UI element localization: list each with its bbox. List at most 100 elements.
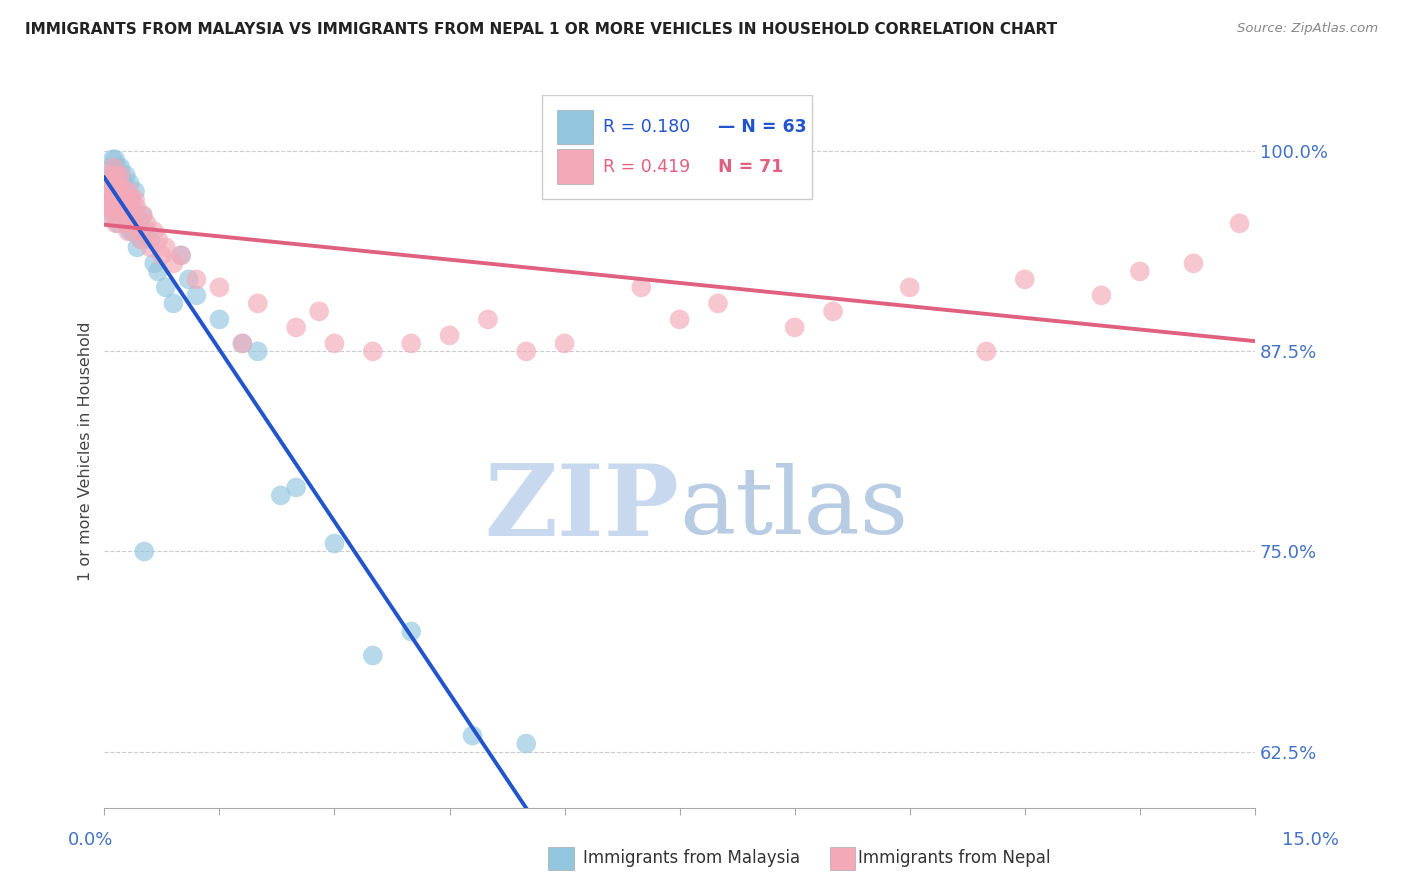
Point [134,544,156,558]
Point [139,240,162,254]
Point [1129,264,1152,278]
Point [246,296,269,310]
Point [103,192,125,206]
Point [323,336,346,351]
Point [117,200,139,214]
Point [125,200,148,214]
Point [118,216,141,230]
Point [107,208,129,222]
Point [108,200,131,214]
Point [1090,288,1112,302]
Point [124,192,146,206]
Point [101,200,124,214]
Point [124,184,146,198]
Point [162,296,184,310]
Point [103,161,125,175]
Point [104,200,127,214]
Point [707,296,730,310]
Point [208,280,231,294]
Point [898,280,921,294]
Point [120,224,142,238]
Bar [557,150,593,184]
Point [104,200,127,214]
Point [115,216,138,230]
Point [146,264,169,278]
Point [100,208,122,222]
Point [285,480,308,494]
Point [110,161,132,175]
Point [110,169,132,183]
Point [101,161,124,175]
Point [101,208,124,222]
Point [120,216,142,230]
Y-axis label: 1 or more Vehicles in Household: 1 or more Vehicles in Household [79,322,93,582]
Text: Immigrants from Malaysia: Immigrants from Malaysia [583,849,800,867]
Point [121,208,143,222]
Point [96,200,118,214]
Point [100,192,122,206]
Point [308,304,330,318]
Point [98,192,121,206]
Point [115,169,138,183]
Point [177,272,200,286]
FancyBboxPatch shape [541,95,811,199]
Point [103,177,125,191]
Point [112,184,135,198]
Point [110,192,132,206]
Point [246,344,269,359]
Point [186,272,208,286]
Text: 15.0%: 15.0% [1281,831,1339,849]
Point [112,200,135,214]
Point [122,224,145,238]
Point [115,208,138,222]
Text: Source: ZipAtlas.com: Source: ZipAtlas.com [1237,22,1378,36]
Point [101,153,124,167]
Point [100,177,122,191]
Text: 0.0%: 0.0% [67,831,112,849]
Point [111,192,134,206]
Text: Immigrants from Nepal: Immigrants from Nepal [858,849,1050,867]
Point [139,232,162,246]
Point [132,208,155,222]
Point [143,256,166,270]
Text: atlas: atlas [679,464,908,553]
Point [976,344,998,359]
Point [108,208,131,222]
Point [111,200,134,214]
Point [110,169,132,183]
Point [128,224,150,238]
Point [270,488,292,502]
Point [127,240,149,254]
Point [104,169,127,183]
Point [110,184,132,198]
Point [186,288,208,302]
Point [107,216,129,230]
Point [118,184,141,198]
Point [155,280,177,294]
Point [118,177,141,191]
Point [361,344,384,359]
Point [108,192,131,206]
Point [111,200,134,214]
Point [112,177,135,191]
Point [399,336,422,351]
Point [170,248,193,262]
Point [120,192,142,206]
Point [146,232,169,246]
Text: R = 0.419: R = 0.419 [603,158,690,176]
Point [231,336,253,351]
Text: N = 71: N = 71 [717,158,783,176]
Bar [557,111,593,145]
Point [112,184,135,198]
Point [117,192,139,206]
Point [135,216,157,230]
Point [104,192,127,206]
Point [285,320,308,334]
Point [783,320,806,334]
Point [108,192,131,206]
Point [104,153,127,167]
Point [135,224,157,238]
Point [477,312,499,326]
Point [103,177,125,191]
Text: R = 0.180: R = 0.180 [603,119,690,136]
